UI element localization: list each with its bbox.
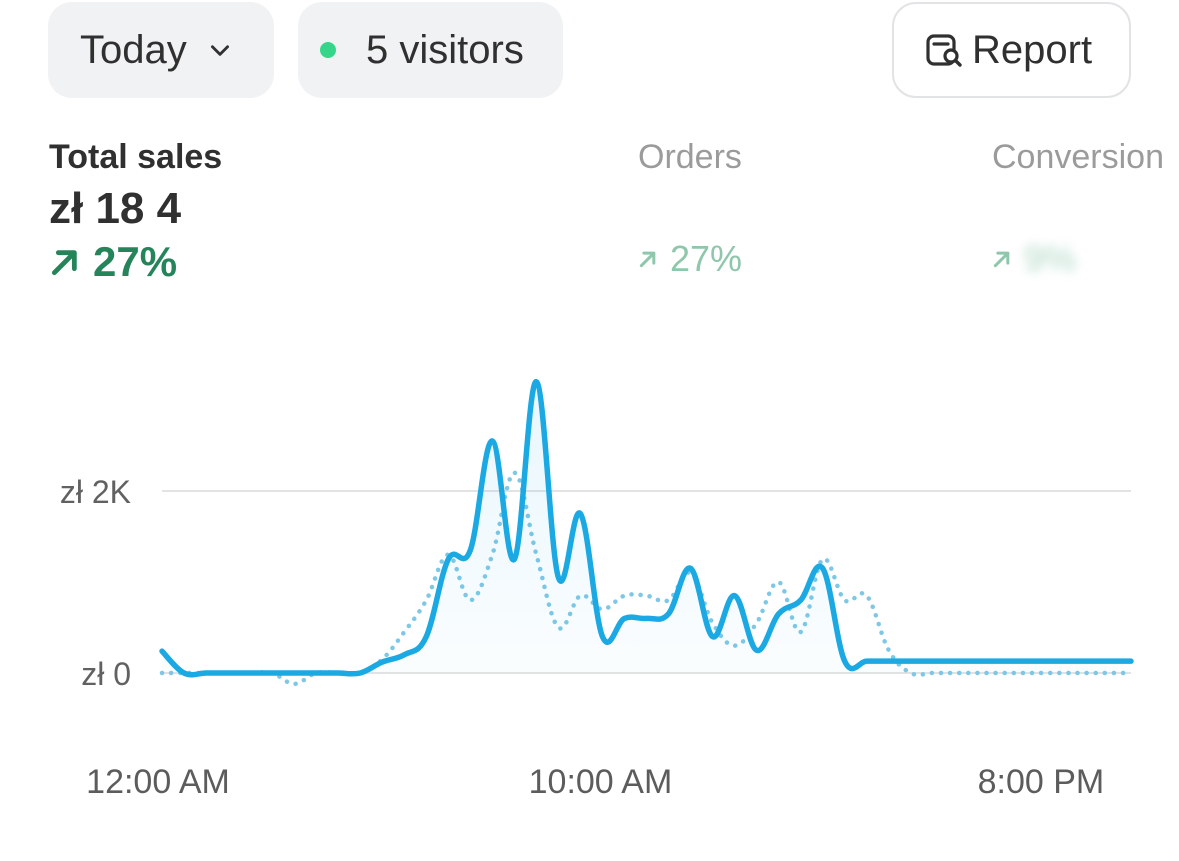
- report-label: Report: [972, 27, 1093, 72]
- series-area-current: [162, 381, 1131, 675]
- live-dot-icon: [320, 42, 336, 58]
- y-tick-label: zł 0: [81, 656, 131, 692]
- arrow-up-right-icon: [639, 251, 656, 268]
- sales-line-chart[interactable]: zł 0 zł 2K 12:00 AM 10:00 AM 8:00 PM: [0, 300, 1179, 840]
- x-axis: 12:00 AM 10:00 AM 8:00 PM: [86, 763, 1104, 801]
- metric-value: [992, 184, 1164, 238]
- metric-label: Total sales: [49, 138, 223, 176]
- x-tick-label: 12:00 AM: [86, 763, 230, 801]
- metric-value: zł 18 4: [49, 184, 182, 233]
- chevron-down-icon: [210, 45, 229, 56]
- metric-label: Conversion: [992, 138, 1164, 176]
- period-label: Today: [80, 27, 187, 72]
- metric-value: [638, 184, 742, 238]
- report-icon: [926, 34, 962, 67]
- metric-conversion[interactable]: Conversion 9%: [992, 138, 1164, 280]
- series-line-current: [159, 379, 1134, 678]
- metric-delta: 27%: [638, 238, 742, 280]
- metric-delta: 9%: [992, 238, 1164, 280]
- metric-delta-value: 27%: [670, 238, 743, 279]
- metric-delta-value: 9%: [1024, 238, 1077, 279]
- visitors-label: 5 visitors: [366, 27, 524, 72]
- chart-series: [159, 379, 1134, 687]
- metric-delta: 27%: [49, 238, 222, 286]
- live-visitors-button[interactable]: 5 visitors: [298, 2, 563, 98]
- arrow-up-right-icon: [993, 251, 1010, 268]
- metric-orders[interactable]: Orders 27%: [638, 138, 742, 280]
- y-tick-label: zł 2K: [60, 474, 131, 510]
- report-button[interactable]: Report: [892, 2, 1131, 98]
- metric-delta-value: 27%: [93, 238, 178, 285]
- metric-label: Orders: [638, 138, 742, 176]
- x-tick-label: 10:00 AM: [529, 763, 673, 801]
- period-selector[interactable]: Today: [48, 2, 274, 98]
- arrow-up-right-icon: [51, 250, 77, 276]
- metric-total-sales[interactable]: Total sales zł 18 4 27%: [49, 138, 222, 286]
- x-tick-label: 8:00 PM: [978, 763, 1105, 801]
- y-axis: zł 0 zł 2K: [60, 474, 131, 692]
- filter-bar: Today 5 visitors Report: [0, 0, 1179, 110]
